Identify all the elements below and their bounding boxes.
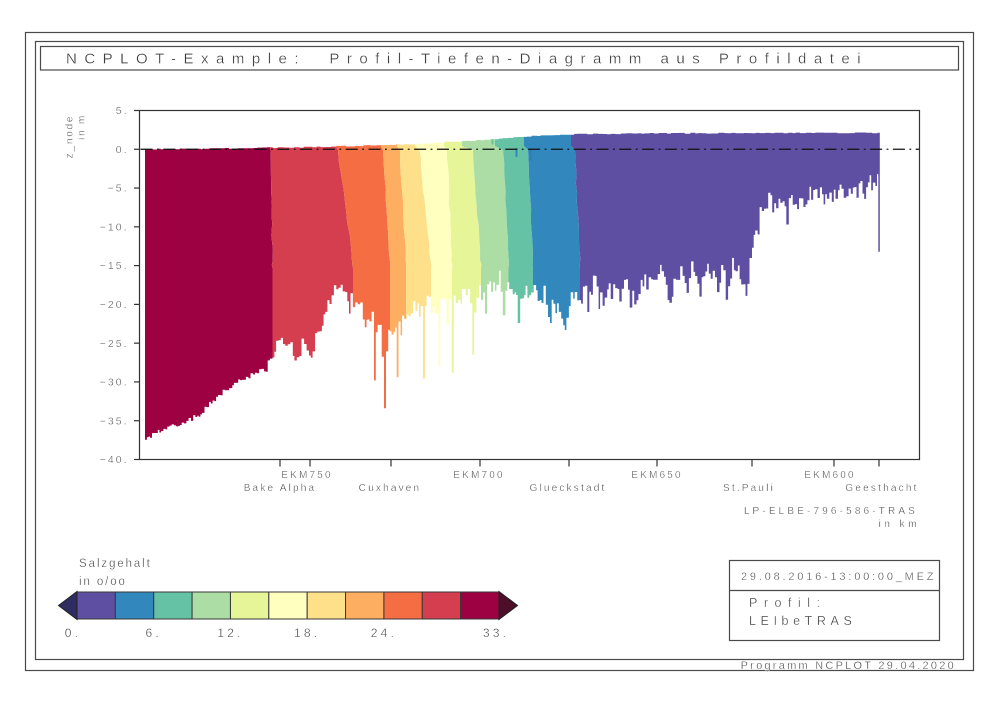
- svg-text:29.08.2016-13:00:00_MEZ: 29.08.2016-13:00:00_MEZ: [741, 571, 936, 583]
- svg-text:5.: 5.: [116, 105, 129, 117]
- svg-text:12.: 12.: [217, 626, 243, 640]
- svg-text:−15.: −15.: [100, 260, 129, 272]
- svg-text:LEIbeTRAS: LEIbeTRAS: [749, 614, 856, 628]
- svg-text:Glueckstadt: Glueckstadt: [529, 483, 606, 494]
- svg-text:Geesthacht: Geesthacht: [845, 483, 918, 494]
- svg-text:in m: in m: [77, 114, 88, 140]
- svg-text:EKM600: EKM600: [804, 470, 856, 481]
- svg-text:in o/oo: in o/oo: [79, 576, 127, 588]
- svg-text:St.Pauli: St.Pauli: [723, 483, 775, 494]
- svg-text:EKM650: EKM650: [631, 470, 683, 481]
- svg-text:0.: 0.: [65, 626, 81, 640]
- svg-text:LP-ELBE-796-586-TRAS: LP-ELBE-796-586-TRAS: [744, 506, 918, 517]
- svg-text:in km: in km: [879, 519, 920, 530]
- svg-text:NCPLOT-Example: Profil-Tiefen: NCPLOT-Example: Profil-Tiefen-Diagramm a…: [66, 51, 868, 68]
- svg-text:24.: 24.: [371, 626, 397, 640]
- svg-text:−40.: −40.: [100, 454, 129, 466]
- svg-text:−10.: −10.: [100, 221, 129, 233]
- svg-text:18.: 18.: [294, 626, 320, 640]
- svg-text:−20.: −20.: [100, 299, 129, 311]
- svg-text:EKM700: EKM700: [453, 470, 505, 481]
- svg-text:0.: 0.: [116, 144, 129, 156]
- svg-text:−30.: −30.: [100, 377, 129, 389]
- svg-text:6.: 6.: [145, 626, 161, 640]
- svg-text:EKM750: EKM750: [281, 470, 333, 481]
- svg-text:Cuxhaven: Cuxhaven: [359, 483, 422, 494]
- svg-text:−5.: −5.: [108, 183, 129, 195]
- svg-text:Profil:: Profil:: [749, 596, 826, 610]
- svg-text:33.: 33.: [483, 626, 509, 640]
- svg-text:Programm NCPLOT 29.04.2020: Programm NCPLOT 29.04.2020: [741, 660, 956, 672]
- svg-text:−35.: −35.: [100, 415, 129, 427]
- svg-text:z_node: z_node: [65, 115, 76, 159]
- svg-text:−25.: −25.: [100, 338, 129, 350]
- svg-text:Bake Alpha: Bake Alpha: [244, 483, 317, 494]
- svg-text:Salzgehalt: Salzgehalt: [79, 558, 152, 570]
